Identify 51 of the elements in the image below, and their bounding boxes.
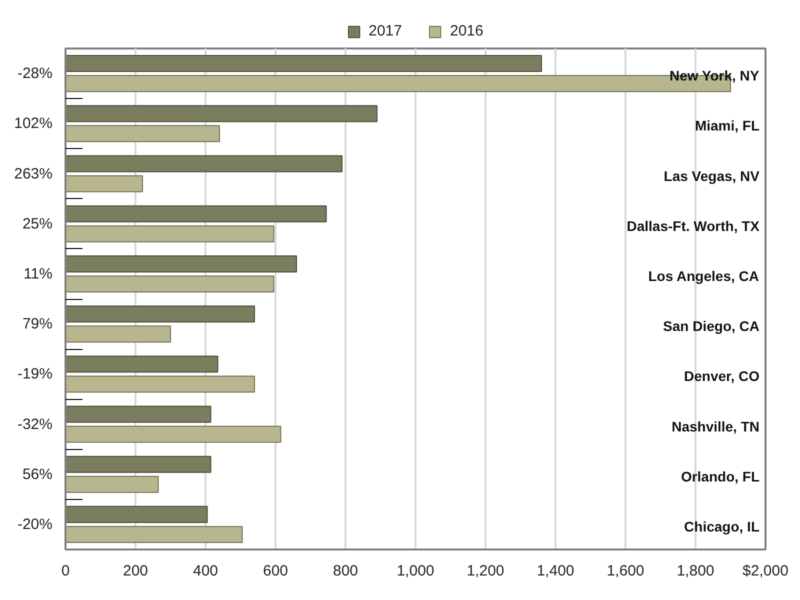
y-tick-label: 102% (14, 115, 53, 132)
y2-tick-label: Las Vegas, NV (664, 168, 760, 184)
y-tick-label: -32% (17, 416, 53, 433)
y-tick-label: 263% (14, 165, 53, 182)
bar (66, 306, 255, 323)
y2-tick-label: Nashville, TN (672, 418, 760, 434)
bar (66, 406, 212, 423)
y2-tick-label: San Diego, CA (663, 318, 760, 334)
x-tick-label: $2,000 (742, 562, 788, 580)
bar (66, 255, 297, 272)
x-tick-label: 600 (262, 562, 288, 580)
y2-tick-label: Los Angeles, CA (648, 268, 759, 284)
bar (66, 225, 274, 242)
x-tick-label: 200 (122, 562, 148, 580)
y2-tick-label: Orlando, FL (680, 468, 760, 484)
x-tick-label: 1,000 (396, 562, 434, 580)
bar (66, 506, 208, 523)
y-tick-label: 11% (24, 265, 53, 282)
bar (66, 205, 327, 222)
bar (66, 326, 171, 343)
x-tick-label: 800 (332, 562, 358, 580)
x-tick-label: 0 (61, 562, 70, 580)
x-tick-label: 1,600 (606, 562, 644, 580)
x-tick-label: 400 (192, 562, 218, 580)
x-tick-label: 1,200 (466, 562, 504, 580)
y-tick-label: -28% (17, 65, 53, 82)
bar (66, 526, 243, 543)
x-tick-label: 1,400 (536, 562, 574, 580)
bar (66, 175, 143, 192)
bar (66, 275, 274, 292)
bar (66, 105, 378, 122)
bar (66, 125, 220, 142)
bar (66, 456, 212, 473)
y-tick-label: -19% (17, 366, 53, 383)
legend-label: 2017 (368, 22, 402, 40)
legend-label: 2016 (450, 22, 484, 40)
y-tick-label: 25% (22, 215, 53, 232)
x-tick-label: 1,800 (676, 562, 714, 580)
bar (66, 155, 342, 172)
bar (66, 476, 159, 493)
bar (66, 426, 282, 443)
y2-tick-label: Denver, CO (684, 368, 760, 384)
bar (66, 356, 218, 373)
y-tick-label: 56% (22, 466, 53, 483)
y2-tick-label: Chicago, IL (684, 518, 760, 534)
bar (66, 55, 542, 72)
y2-tick-label: Miami, FL (694, 118, 760, 134)
y2-tick-label: Dallas-Ft. Worth, TX (626, 218, 760, 234)
y-tick-label: 79% (22, 316, 53, 333)
y-tick-label: -20% (17, 516, 53, 533)
bar (66, 376, 255, 393)
